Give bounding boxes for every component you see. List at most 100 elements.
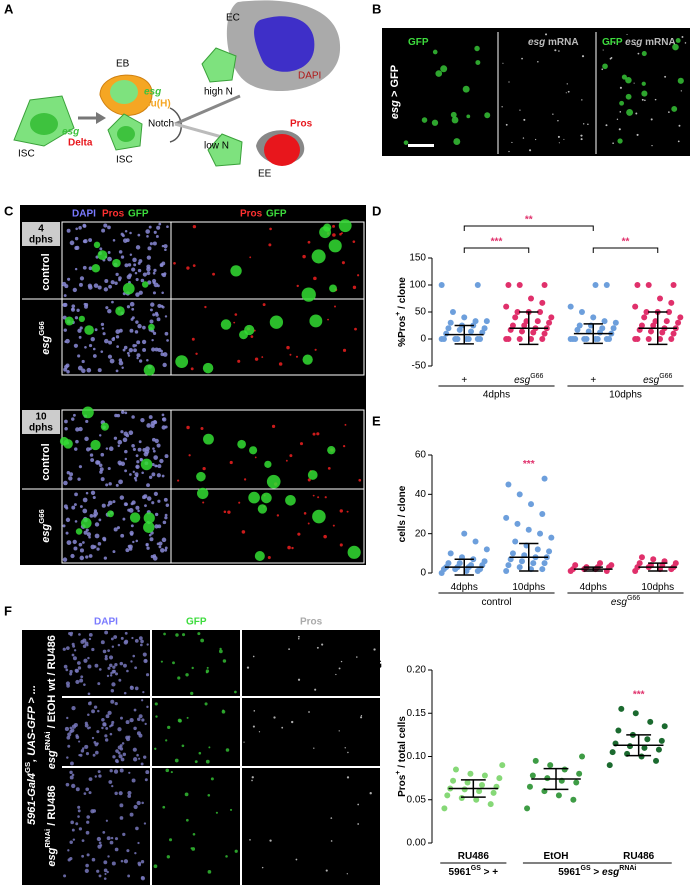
speckle (135, 826, 139, 831)
speckle (67, 744, 71, 748)
data-point (445, 325, 452, 332)
y-tick-label: 0.00 (407, 838, 427, 849)
speckle (98, 874, 102, 878)
speckle (84, 723, 89, 728)
speckle (338, 730, 340, 732)
speckle (290, 720, 294, 724)
speckle (558, 142, 560, 144)
speckle (96, 547, 100, 551)
speckle (451, 116, 459, 124)
panel-label: F (4, 603, 12, 618)
speckle (103, 556, 107, 560)
speckle (105, 726, 109, 730)
y-tick-label: -50 (412, 361, 427, 372)
speckle (192, 264, 196, 267)
speckle (271, 424, 276, 428)
text-part: esg (46, 750, 58, 769)
speckle (142, 348, 147, 352)
speckle (103, 877, 107, 880)
speckle (357, 274, 360, 277)
speckle (118, 754, 123, 759)
speckle (117, 643, 121, 647)
speckle (120, 430, 124, 434)
speckle (62, 524, 66, 528)
data-point (514, 520, 521, 527)
text-part: GS (471, 865, 481, 872)
micrograph (242, 630, 380, 696)
speckle (145, 770, 150, 775)
data-point (505, 481, 512, 488)
speckle (88, 637, 92, 641)
speckle (157, 303, 162, 309)
speckle (85, 863, 89, 868)
speckle (109, 663, 113, 668)
speckle (132, 654, 136, 658)
speckle (123, 859, 129, 864)
speckle (101, 718, 105, 722)
speckle (79, 555, 85, 561)
y-tick-label: 0 (420, 334, 426, 345)
speckle (109, 358, 115, 364)
speckle (188, 454, 191, 457)
speckle (153, 420, 158, 425)
speckle (651, 144, 653, 147)
speckle (128, 771, 131, 774)
speckle (122, 437, 128, 443)
data-point (570, 796, 577, 803)
frame (61, 409, 365, 564)
speckle (149, 242, 153, 246)
speckle (123, 663, 127, 668)
speckle (115, 335, 120, 339)
speckle (65, 531, 69, 535)
speckle (223, 510, 227, 514)
speckle (296, 284, 299, 288)
speckle (82, 265, 87, 270)
speckle (78, 335, 82, 339)
speckle (154, 438, 159, 444)
row-label: esgG66 (37, 321, 52, 355)
speckle (421, 117, 428, 123)
speckle (342, 445, 346, 448)
speckle (109, 725, 112, 728)
speckle (138, 757, 141, 760)
label-box (22, 410, 60, 434)
significance: ** (525, 215, 533, 226)
data-point (576, 770, 583, 777)
speckle (63, 328, 67, 332)
speckle (158, 541, 163, 546)
speckle (552, 113, 554, 115)
speckle (66, 756, 69, 759)
speckle (88, 554, 93, 558)
speckle (74, 492, 78, 497)
y-tick-label: 100 (409, 280, 426, 291)
speckle (136, 340, 141, 345)
speckle (134, 271, 138, 275)
speckle (200, 427, 204, 431)
data-point (525, 526, 532, 533)
data-point (641, 314, 648, 321)
data-point (609, 749, 616, 756)
speckle (117, 727, 122, 732)
data-point (516, 491, 523, 498)
speckle (65, 668, 69, 672)
speckle (264, 460, 272, 468)
speckle (124, 469, 128, 473)
speckle (261, 492, 272, 504)
speckle (140, 860, 145, 864)
speckle (335, 673, 337, 676)
group-label: control (481, 597, 511, 608)
speckle (79, 505, 83, 508)
data-point (458, 795, 465, 802)
speckle (111, 682, 116, 687)
speckle (74, 316, 79, 320)
text-part: esg (611, 597, 628, 608)
data-point (472, 538, 479, 545)
speckle (136, 353, 141, 358)
speckle (289, 353, 292, 356)
speckle (172, 661, 175, 665)
speckle (521, 57, 523, 60)
speckle (160, 660, 163, 663)
speckle (297, 678, 301, 681)
data-point (514, 309, 521, 315)
speckle (474, 45, 480, 52)
